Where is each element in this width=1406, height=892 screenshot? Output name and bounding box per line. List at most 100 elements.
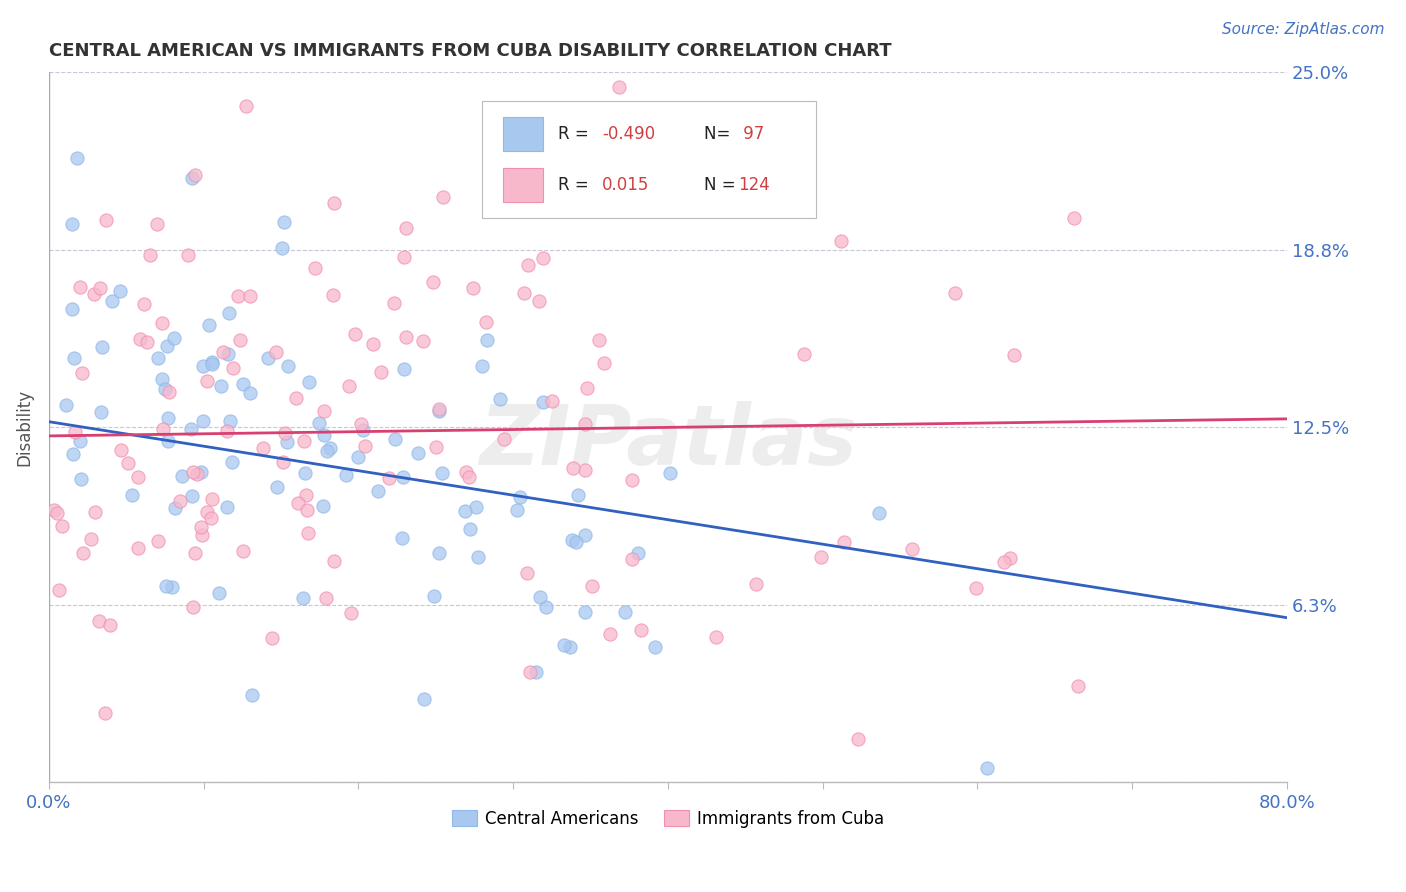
Point [412, 334, 434, 348]
Point [208, 586, 231, 600]
Point [377, 471, 399, 485]
Point [308, 416, 330, 430]
Point [242, 688, 264, 702]
Point [209, 378, 232, 392]
Point [72, 546, 94, 560]
Point [993, 555, 1015, 569]
Point [319, 441, 342, 455]
Point [976, 761, 998, 775]
Point [323, 196, 346, 211]
Point [287, 496, 309, 510]
Point [298, 375, 321, 389]
Text: 97: 97 [738, 125, 765, 143]
Point [832, 534, 855, 549]
Point [312, 404, 335, 418]
Point [191, 527, 214, 541]
Text: 124: 124 [738, 176, 770, 194]
Point [198, 318, 221, 332]
Point [222, 360, 245, 375]
FancyBboxPatch shape [482, 101, 817, 218]
Point [630, 624, 652, 638]
Point [201, 354, 224, 368]
Point [658, 466, 681, 480]
Point [422, 275, 444, 289]
Point [191, 359, 214, 373]
Point [607, 79, 630, 94]
Point [533, 252, 555, 266]
Point [352, 423, 374, 437]
Point [83, 287, 105, 301]
Text: N=: N= [704, 125, 735, 143]
Point [110, 285, 132, 299]
Text: ZIPatlas: ZIPatlas [479, 401, 856, 482]
Bar [503, 117, 543, 151]
Text: Source: ZipAtlas.com: Source: ZipAtlas.com [1222, 22, 1385, 37]
Point [98, 617, 121, 632]
Point [614, 605, 637, 619]
Point [793, 347, 815, 361]
Point [150, 372, 173, 386]
Point [392, 470, 415, 484]
Point [575, 381, 598, 395]
Point [562, 461, 585, 475]
Point [581, 578, 603, 592]
Point [534, 600, 557, 615]
Point [292, 591, 315, 606]
Point [335, 467, 357, 482]
Point [574, 605, 596, 619]
Point [350, 417, 373, 432]
Point [830, 234, 852, 248]
Point [60, 217, 83, 231]
Point [422, 589, 444, 603]
Point [943, 285, 966, 300]
Point [181, 489, 204, 503]
Point [69, 434, 91, 449]
Point [91, 340, 114, 354]
Point [529, 591, 551, 605]
Point [295, 487, 318, 501]
Point [384, 432, 406, 446]
Point [361, 336, 384, 351]
Point [232, 377, 254, 392]
Point [323, 554, 346, 568]
Point [153, 382, 176, 396]
Point [157, 385, 180, 400]
Point [292, 434, 315, 449]
Point [181, 465, 204, 479]
Point [69, 280, 91, 294]
Point [217, 424, 239, 438]
Point [66, 151, 89, 165]
Point [337, 378, 360, 392]
Point [592, 356, 614, 370]
Point [127, 541, 149, 555]
Point [79, 532, 101, 546]
Point [239, 385, 262, 400]
Point [184, 546, 207, 560]
Point [186, 467, 208, 481]
Point [183, 168, 205, 182]
Point [346, 450, 368, 465]
Point [155, 579, 177, 593]
Point [531, 394, 554, 409]
Point [152, 422, 174, 436]
Point [558, 640, 581, 655]
Text: R =: R = [558, 125, 593, 143]
Bar [503, 168, 543, 202]
Point [312, 428, 335, 442]
Point [170, 468, 193, 483]
Point [48, 582, 70, 597]
Point [62, 447, 84, 461]
Point [219, 414, 242, 428]
Point [136, 335, 159, 350]
Point [129, 332, 152, 346]
Point [454, 466, 477, 480]
Point [232, 543, 254, 558]
Point [55, 398, 77, 412]
Point [471, 359, 494, 374]
Point [1002, 348, 1025, 362]
Point [370, 365, 392, 379]
Point [150, 317, 173, 331]
Point [218, 306, 240, 320]
Point [156, 410, 179, 425]
Point [201, 492, 224, 507]
